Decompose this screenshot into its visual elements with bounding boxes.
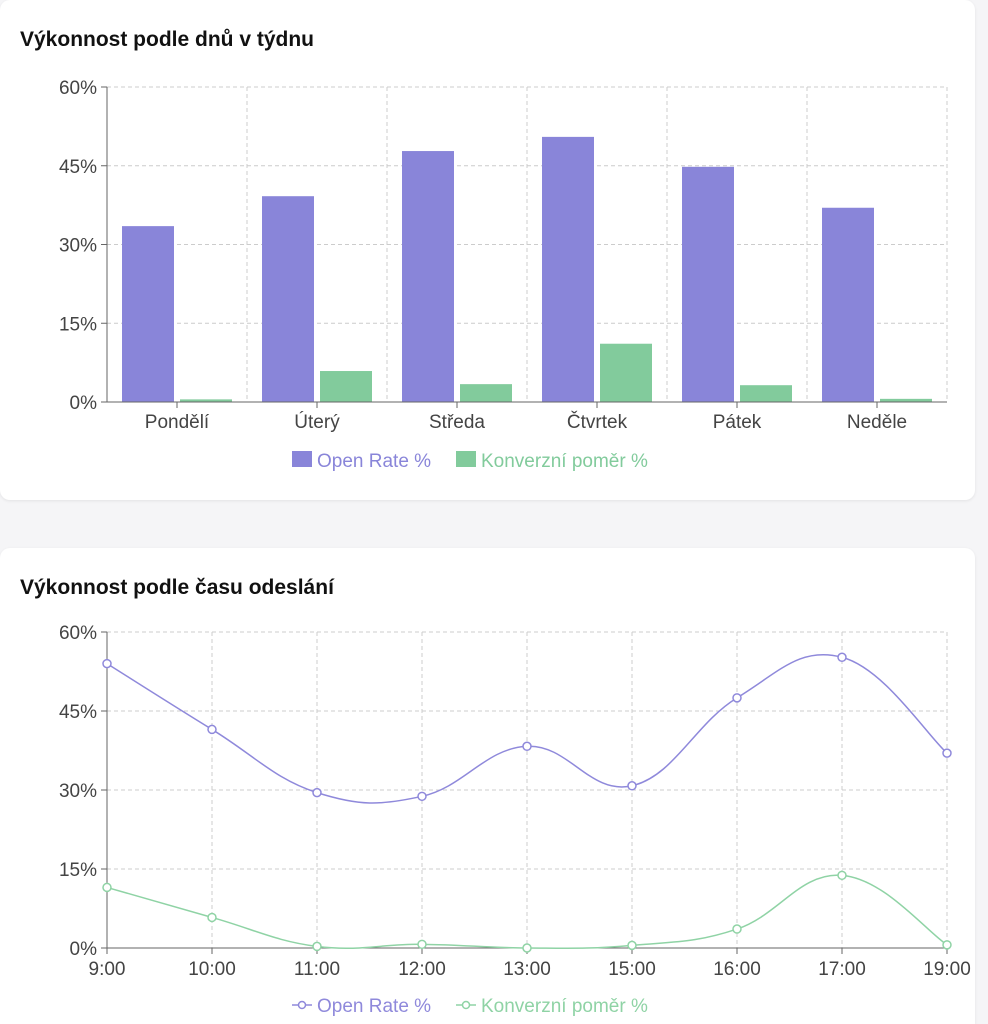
x-tick-label: 17:00: [818, 959, 866, 980]
bar-open-rate: [542, 136, 594, 402]
y-tick-label: 60%: [59, 623, 97, 644]
legend-label-open-rate: Open Rate %: [317, 451, 431, 472]
sendtime-chart-card: Výkonnost podle času odeslání 0% 15% 30% 45…: [0, 548, 975, 1024]
x-tick-label: Pátek: [713, 412, 762, 433]
legend-label-open-rate: Open Rate %: [317, 996, 431, 1017]
point-conversion: [837, 870, 847, 881]
x-tick-label: Úterý: [294, 411, 340, 433]
bar-conversion: [600, 343, 652, 402]
weekday-chart-title: Výkonnost podle dnů v týdnu: [20, 28, 314, 51]
x-tick-label: 19:00: [923, 959, 971, 980]
legend-swatch-open-rate: [292, 451, 312, 467]
y-tick-label: 15%: [59, 860, 97, 881]
x-tick-label: 13:00: [503, 959, 551, 980]
y-tick-label: 30%: [59, 781, 97, 802]
bar-open-rate: [262, 196, 314, 402]
bar-open-rate: [682, 166, 734, 402]
line-open-rate: [106, 653, 948, 804]
x-tick-label: Středa: [429, 412, 485, 433]
y-tick-label: 60%: [59, 78, 97, 99]
x-tick-label: Pondělí: [145, 412, 210, 433]
sendtime-chart-title: Výkonnost podle času odeslání: [20, 576, 334, 599]
y-tick-label: 45%: [59, 702, 97, 723]
point-conversion: [207, 912, 217, 923]
y-tick-label: 0%: [70, 393, 98, 414]
bar-conversion: [180, 399, 232, 402]
point-open-rate: [312, 787, 322, 798]
sendtime-line-chart: 0% 15% 30% 45% 60% 9:00 10:00 11:00 12:00 13:00 15…: [59, 623, 971, 1017]
legend-label-conversion: Konverzní poměr %: [481, 451, 648, 472]
point-conversion: [942, 940, 952, 950]
bar-conversion: [880, 398, 932, 402]
bar-conversion: [740, 385, 792, 402]
x-tick-label: Neděle: [847, 412, 907, 433]
weekday-bar-chart: 0% 15% 30% 45% 60% Pondělí Úterý Středa Čtvrtek P…: [59, 78, 948, 472]
y-tick-label: 30%: [59, 236, 97, 257]
point-conversion: [312, 941, 322, 952]
legend-label-conversion: Konverzní poměr %: [481, 996, 648, 1017]
bar-conversion: [460, 384, 512, 402]
x-tick-label: 15:00: [608, 959, 656, 980]
x-tick-label: 11:00: [294, 959, 340, 980]
y-tick-label: 0%: [70, 939, 98, 960]
x-tick-label: 12:00: [398, 959, 446, 980]
point-open-rate: [207, 724, 217, 735]
point-conversion: [102, 882, 112, 893]
point-open-rate: [837, 652, 847, 663]
x-tick-label: 16:00: [713, 959, 761, 980]
point-conversion: [627, 940, 637, 951]
point-open-rate: [627, 781, 637, 791]
bar-open-rate: [122, 226, 174, 402]
point-conversion: [522, 943, 532, 953]
point-conversion: [732, 924, 742, 934]
legend-swatch-conversion: [456, 451, 476, 467]
point-conversion: [417, 939, 427, 950]
y-tick-label: 15%: [59, 314, 97, 335]
weekday-chart-card: Výkonnost podle dnů v týdnu 0% 15% 30% 45% 6…: [0, 0, 975, 500]
y-tick-label: 45%: [59, 157, 97, 178]
bar-open-rate: [822, 207, 874, 402]
x-tick-label: 10:00: [188, 959, 236, 980]
point-open-rate: [417, 791, 427, 802]
legend-marker-open-rate: [297, 1000, 307, 1010]
point-open-rate: [732, 693, 742, 703]
point-open-rate: [102, 658, 112, 669]
point-open-rate: [522, 741, 532, 752]
bar-open-rate: [402, 151, 454, 402]
x-tick-label: Čtvrtek: [567, 411, 628, 433]
x-tick-label: 9:00: [89, 959, 126, 980]
point-open-rate: [942, 748, 952, 758]
legend-marker-conversion: [461, 1000, 471, 1010]
bar-conversion: [320, 371, 372, 402]
